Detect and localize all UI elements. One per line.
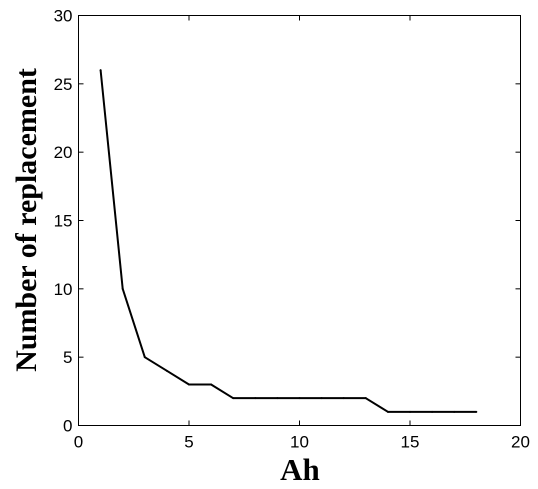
data-point	[121, 287, 124, 290]
x-tick-label: 5	[184, 433, 193, 452]
data-point	[386, 410, 389, 413]
y-tick-label: 30	[54, 7, 73, 26]
data-point	[453, 410, 456, 413]
y-tick-label: 5	[63, 348, 72, 367]
x-tick-label: 15	[401, 433, 420, 452]
plot-frame	[78, 15, 521, 426]
x-tick-label: 0	[74, 433, 83, 452]
data-point	[276, 397, 279, 400]
data-point	[298, 397, 301, 400]
y-tick-label: 10	[54, 280, 73, 299]
data-point	[431, 410, 434, 413]
series-line	[99, 70, 477, 413]
x-tick-label: 20	[511, 433, 530, 452]
data-point	[188, 383, 190, 386]
series-layer	[99, 69, 478, 413]
x-tick-labels: 0 5 10 15 20	[74, 433, 530, 452]
data-point	[254, 397, 257, 400]
data-point	[165, 369, 168, 372]
y-tick-label: 25	[54, 75, 73, 94]
x-tick-label: 10	[290, 433, 309, 452]
data-point	[475, 410, 478, 413]
data-point	[210, 383, 213, 386]
x-axis-title: Ah	[280, 452, 320, 487]
y-tick-label: 15	[54, 212, 73, 231]
tick-marks	[78, 15, 521, 426]
y-axis-title: Number of replacement	[10, 68, 43, 372]
data-point	[143, 356, 146, 359]
data-point	[409, 410, 411, 413]
y-tick-label: 0	[63, 417, 72, 436]
data-point	[320, 397, 323, 400]
data-point	[364, 397, 367, 400]
data-point	[342, 397, 345, 400]
data-point	[99, 69, 102, 72]
y-tick-labels: 0 5 10 15 20 25 30	[54, 7, 73, 436]
data-point	[232, 397, 235, 400]
y-tick-label: 20	[54, 143, 73, 162]
